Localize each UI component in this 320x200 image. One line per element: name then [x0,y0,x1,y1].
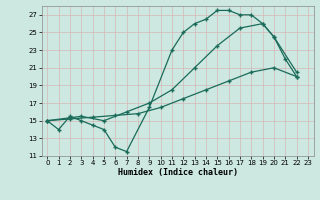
X-axis label: Humidex (Indice chaleur): Humidex (Indice chaleur) [118,168,237,177]
